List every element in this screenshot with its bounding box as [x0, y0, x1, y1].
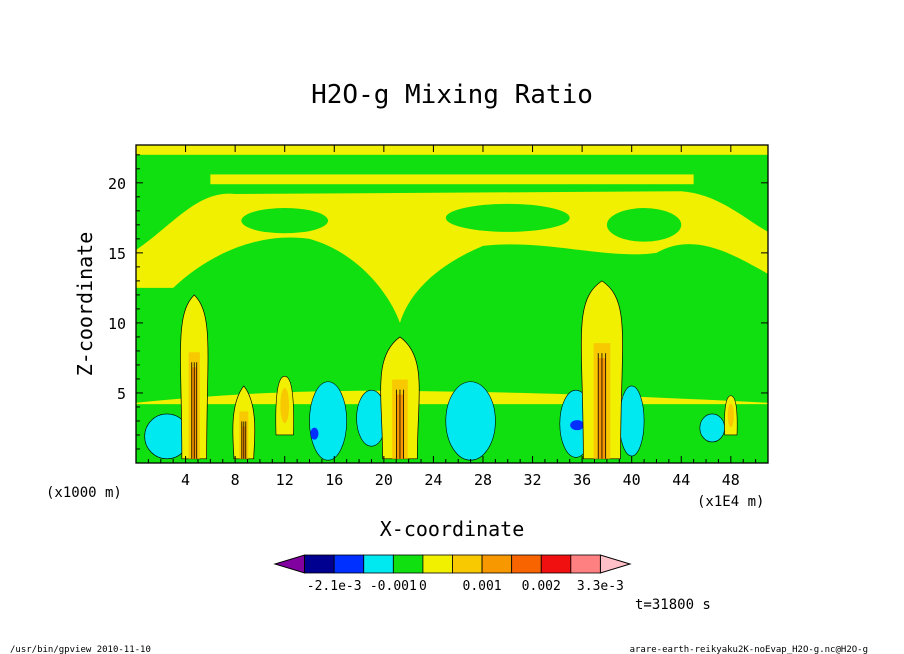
- footer-right: arare-earth-reikyaku2K-noEvap_H2O-g.nc@H…: [630, 645, 868, 654]
- x-tick-label: 24: [424, 471, 442, 489]
- plot-frame: [135, 144, 769, 464]
- side-core-0: [280, 387, 290, 424]
- colorbar-cell-2: [333, 554, 365, 574]
- colorbar-labels: -2.1e-3 -0.001 0 0.001 0.002 3.3e-3: [307, 579, 624, 594]
- colorbar-label: 0.002: [522, 579, 561, 594]
- upper-hole-2: [606, 208, 682, 242]
- colorbar-cell-10: [570, 554, 601, 574]
- colorbar-arrow-right: [599, 554, 632, 574]
- colorbar: [273, 554, 632, 574]
- x-tick-label: 28: [474, 471, 492, 489]
- x-tick-label: 12: [276, 471, 294, 489]
- y-tick-label: 5: [117, 385, 126, 403]
- blue-spot-2: [570, 420, 585, 431]
- colorbar-cell-8: [511, 554, 542, 574]
- colorbar-label: -2.1e-3: [307, 579, 362, 594]
- y-tick-label: 20: [108, 175, 126, 193]
- colorbar-cell-7: [481, 554, 513, 574]
- x-units-right: (x1E4 m): [697, 494, 764, 510]
- tropopause-stripe: [210, 174, 694, 185]
- x-units-left: (x1000 m): [46, 485, 122, 501]
- x-axis-label: X-coordinate: [380, 517, 525, 541]
- x-tick-label: 16: [325, 471, 343, 489]
- x-tick-label: 8: [231, 471, 240, 489]
- colorbar-cell-4: [392, 554, 424, 574]
- x-tick-label: 32: [524, 471, 542, 489]
- x-tick-label: 4: [181, 471, 190, 489]
- colorbar-cell-3: [363, 554, 394, 574]
- colorbar-arrow-left: [273, 554, 306, 574]
- colorbar-label: 0.001: [463, 579, 502, 594]
- colorbar-cell-6: [452, 554, 483, 574]
- upper-hole-1: [445, 203, 570, 232]
- colorbar-cell-5: [422, 554, 453, 574]
- x-tick-label: 36: [573, 471, 591, 489]
- footer-left: /usr/bin/gpview 2010-11-10: [10, 645, 151, 654]
- upper-hole-0: [241, 208, 329, 234]
- chart-title: H2O-g Mixing Ratio: [311, 80, 593, 110]
- x-axis-ticks: 4 8 12 16 20 24 28 32 36 40 44 48: [147, 145, 757, 489]
- blue-spot-1: [310, 427, 319, 440]
- x-tick-label: 40: [623, 471, 641, 489]
- y-tick-label: 15: [108, 245, 126, 263]
- x-tick-label: 20: [375, 471, 393, 489]
- colorbar-label: 0: [419, 579, 427, 594]
- x-tick-label: 48: [722, 471, 740, 489]
- y-axis-label: Z-coordinate: [73, 232, 97, 377]
- side-core-1: [727, 403, 734, 428]
- moist-blob-6: [699, 413, 725, 443]
- moist-blob-1: [309, 381, 347, 461]
- y-tick-label: 10: [108, 315, 126, 333]
- colorbar-cell-1: [304, 554, 335, 574]
- moist-blob-3: [445, 381, 496, 461]
- contour-fields: [136, 145, 768, 463]
- y-axis-ticks: 5 10 15 20: [108, 154, 768, 450]
- time-label: t=31800 s: [635, 597, 711, 613]
- colorbar-cell-9: [540, 554, 572, 574]
- top-stripe: [136, 145, 768, 155]
- colorbar-label: -0.001: [370, 579, 417, 594]
- colorbar-label: 3.3e-3: [577, 579, 624, 594]
- moist-blob-5: [618, 385, 645, 457]
- x-tick-label: 44: [672, 471, 690, 489]
